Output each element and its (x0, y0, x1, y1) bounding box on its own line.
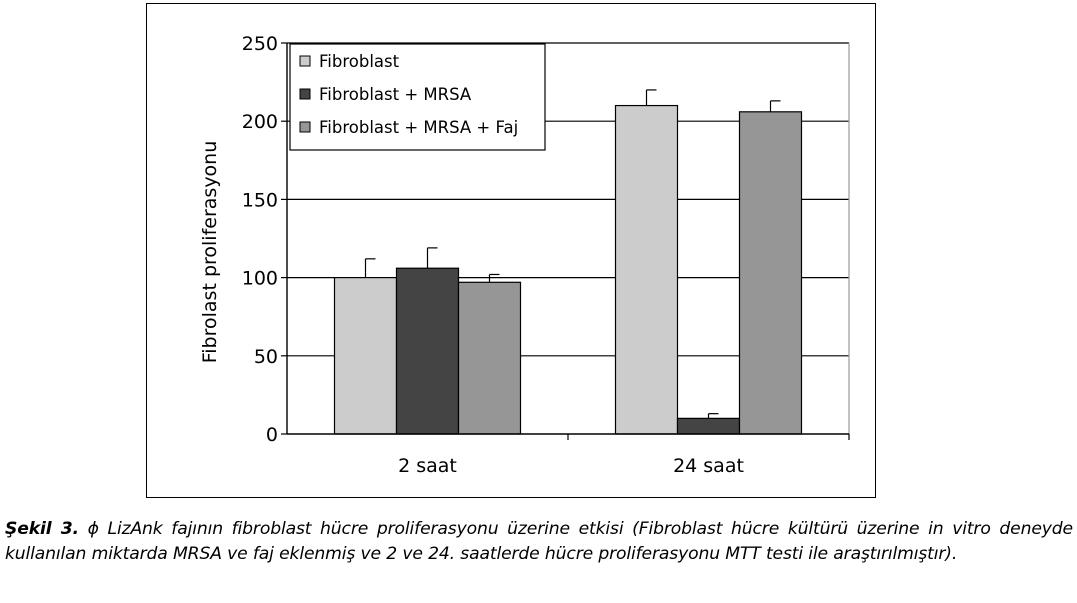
bar (457, 281, 522, 435)
caption-text: LizAnk fajının fibroblast hücre prolifer… (5, 519, 1073, 564)
bar (676, 417, 741, 435)
bar (614, 104, 679, 435)
y-tick-label: 100 (242, 268, 278, 290)
axes: 0 50 100 150 200 250 2 saat 24 saat (242, 33, 850, 477)
y-tick-label: 0 (266, 424, 278, 446)
legend-swatch (299, 88, 311, 100)
legend-swatch (299, 121, 311, 133)
figure-caption: Şekil 3. ϕ LizAnk fajının fibroblast hüc… (5, 517, 1073, 567)
legend-label: Fibroblast + MRSA + Faj (319, 118, 518, 137)
bar (333, 277, 398, 435)
legend-label: Fibroblast + MRSA (319, 85, 472, 104)
y-tick-label: 250 (242, 33, 278, 55)
x-category-label: 2 saat (398, 455, 457, 477)
caption-label: Şekil 3. (5, 519, 79, 539)
legend-swatch (299, 55, 311, 67)
bar (395, 267, 460, 435)
chart-frame (146, 3, 876, 498)
bar (738, 111, 803, 435)
legend-label: Fibroblast (319, 52, 400, 71)
bars (333, 89, 803, 435)
y-tick-label: 50 (254, 346, 278, 368)
y-tick-label: 200 (242, 111, 278, 133)
legend-box (289, 43, 546, 151)
phi-symbol: ϕ (87, 519, 99, 539)
legend: Fibroblast Fibroblast + MRSA Fibroblast + … (289, 43, 546, 151)
y-axis-title: Fibrolast proliferasyonu (199, 141, 221, 364)
x-category-label: 24 saat (673, 455, 744, 477)
y-tick-label: 150 (242, 189, 278, 211)
